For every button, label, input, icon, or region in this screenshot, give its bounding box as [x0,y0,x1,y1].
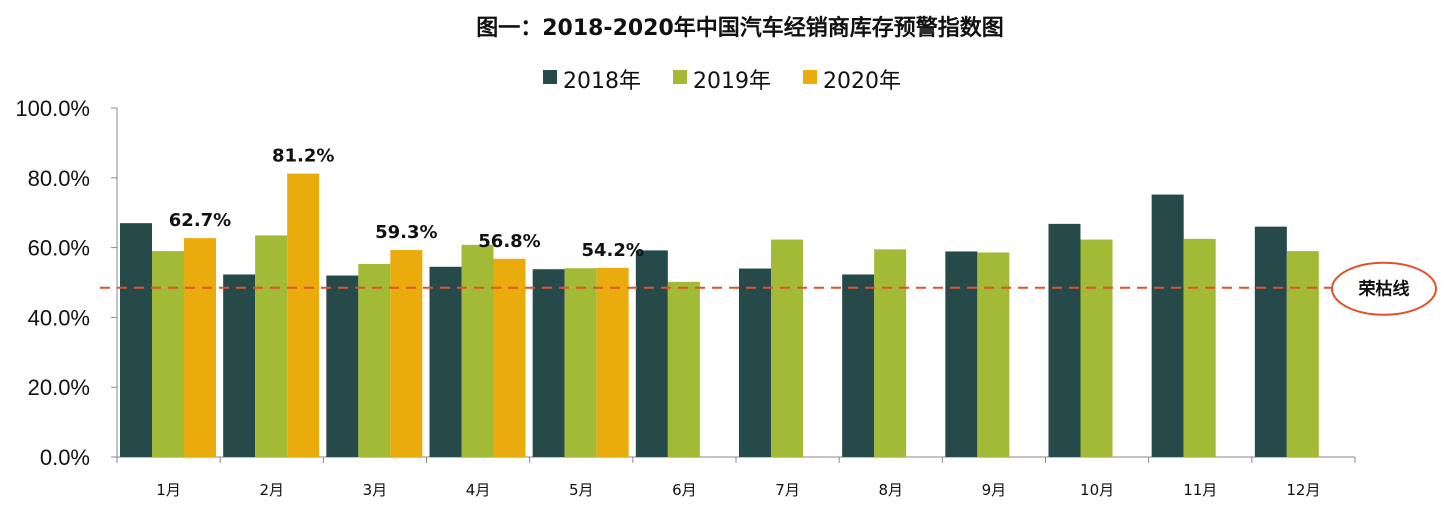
legend-swatch-2018年 [543,70,557,84]
bar-2018年-3月 [326,275,359,457]
y-tick-label: 100.0% [15,96,90,121]
y-tick-label: 20.0% [28,375,90,400]
bar-2019年-1月 [152,251,184,457]
legend-swatch-2019年 [673,70,687,84]
reference-line-badge [1331,261,1437,316]
bar-2018年-1月 [120,223,152,457]
x-tick-label: 5月 [569,481,594,499]
data-label: 54.2% [581,240,643,261]
reference-line-group: 荣枯线 [100,261,1437,316]
bar-2019年-8月 [874,249,907,457]
data-label: 81.2% [272,146,334,167]
x-tick-label: 1月 [156,481,181,499]
x-tick-label: 9月 [982,481,1007,499]
bar-2018年-8月 [842,274,875,457]
data-label: 59.3% [375,222,437,243]
x-tick-label: 10月 [1080,481,1114,499]
x-tick-label: 6月 [672,481,697,499]
bar-2018年-2月 [223,274,256,457]
bar-2019年-2月 [255,235,288,457]
bar-2019年-9月 [977,252,1010,457]
x-tick-label: 12月 [1286,481,1320,499]
legend-label: 2020年 [823,69,901,94]
bar-2020年-5月 [596,267,629,457]
bar-2018年-10月 [1048,223,1081,457]
bar-2018年-4月 [429,266,462,457]
bar-2019年-6月 [667,281,700,457]
y-tick-label: 0.0% [40,445,90,470]
y-tick-label: 60.0% [28,236,90,261]
bar-2019年-5月 [564,268,597,457]
legend-swatch-2020年 [803,70,817,84]
bar-2018年-12月 [1254,226,1287,457]
bar-2018年-11月 [1151,194,1184,457]
data-labels: 62.7% 81.2% 59.3% 56.8% 54.2% [169,146,644,261]
x-tick-label: 2月 [259,481,284,499]
bar-2019年-4月 [461,244,494,457]
x-tick-label: 7月 [775,481,800,499]
x-tick-label: 8月 [878,481,903,499]
bar-2019年-12月 [1286,251,1319,457]
bar-2018年-9月 [945,251,978,457]
x-tick-label: 3月 [363,481,388,499]
bar-2019年-11月 [1183,238,1216,457]
y-tick-label: 40.0% [28,305,90,330]
bar-2020年-2月 [287,173,320,457]
bar-2018年-6月 [635,250,668,457]
x-axis: 1月 2月 3月 4月 5月 6月 7月 8月 9月 10月 11月 12月 [116,456,1356,499]
data-label: 56.8% [478,231,540,252]
bar-2020年-4月 [493,258,526,457]
reference-line-label: 荣枯线 [1358,279,1410,300]
bar-2018年-5月 [532,269,565,457]
legend-label: 2019年 [693,69,771,94]
data-label: 62.7% [169,210,231,231]
x-tick-label: 4月 [466,481,491,499]
bar-2018年-7月 [739,268,771,457]
bar-2020年-3月 [390,250,423,457]
legend: 2018年 2019年 2020年 [543,69,901,94]
bars [120,173,1319,457]
bar-2020年-1月 [184,238,216,457]
bar-2019年-10月 [1080,239,1113,457]
y-axis: 0.0% 20.0% 40.0% 60.0% 80.0% 100.0% [15,96,118,470]
x-tick-label: 11月 [1183,481,1217,499]
chart-title: 图一：2018-2020年中国汽车经销商库存预警指数图 [476,15,1004,41]
bar-2019年-3月 [358,264,391,457]
y-tick-label: 80.0% [28,166,90,191]
legend-label: 2018年 [563,69,641,94]
bar-2019年-7月 [771,239,803,457]
